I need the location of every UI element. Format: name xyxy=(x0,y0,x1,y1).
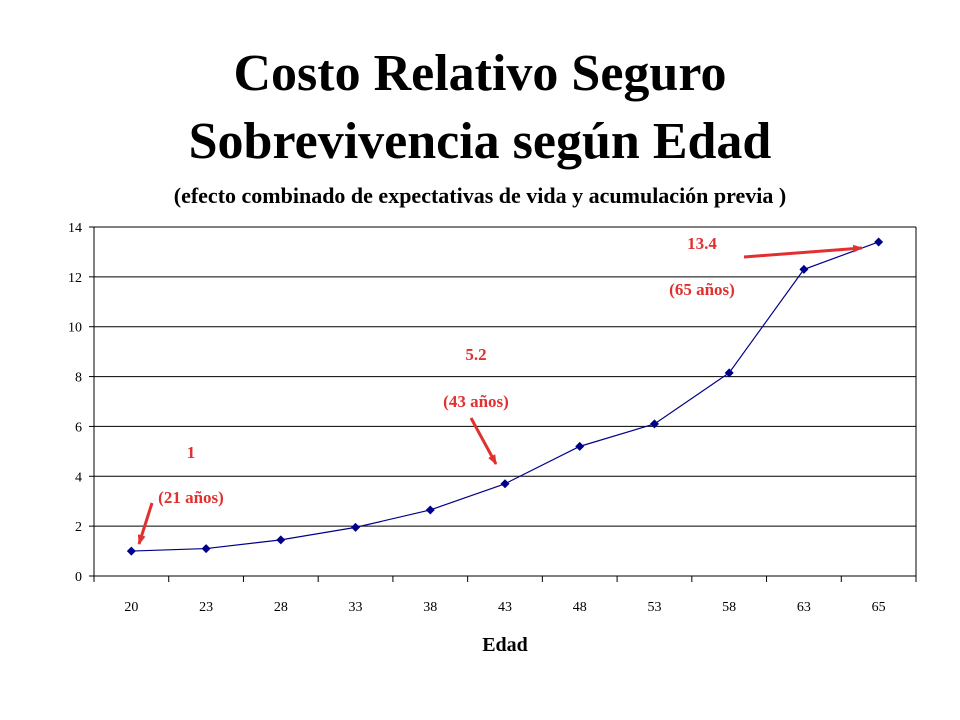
annotation-note-1: (43 años) xyxy=(443,392,509,411)
x-tick-label-28: 28 xyxy=(274,600,288,615)
y-tick-label-8: 8 xyxy=(75,371,82,386)
annotation-arrow-0 xyxy=(137,502,154,545)
annotation-note-0: (21 años) xyxy=(158,488,224,507)
y-tick-label-4: 4 xyxy=(75,470,82,485)
x-tick-label-43: 43 xyxy=(498,600,512,615)
x-tick-label-20: 20 xyxy=(124,600,138,615)
x-tick-label-65: 65 xyxy=(872,600,886,615)
data-point-43 xyxy=(500,479,510,489)
annotation-value-2: 13.4 xyxy=(687,234,717,253)
annotations: 1 (21 años) 5.2 (43 años) 13.4 (65 años) xyxy=(137,234,863,545)
x-tick-label-53: 53 xyxy=(647,600,661,615)
annotation-value-0: 1 xyxy=(187,443,196,462)
data-point-63 xyxy=(799,264,809,274)
data-point-53 xyxy=(649,419,659,429)
y-tick-label-2: 2 xyxy=(75,520,82,535)
y-tick-label-12: 12 xyxy=(68,271,82,286)
annotation-note-2: (65 años) xyxy=(669,280,735,299)
y-tick-label-14: 14 xyxy=(68,221,82,236)
chart-title-line2: Sobrevivencia según Edad xyxy=(188,113,772,170)
x-tick-label-38: 38 xyxy=(423,600,437,615)
chart-title-line1: Costo Relativo Seguro xyxy=(233,45,727,102)
data-point-23 xyxy=(201,544,211,554)
annotation-arrow-2 xyxy=(743,244,863,259)
annotation-value-1: 5.2 xyxy=(465,345,486,364)
x-tick-label-23: 23 xyxy=(199,600,213,615)
y-tick-label-0: 0 xyxy=(75,570,82,585)
annotation-arrow-1 xyxy=(469,417,498,465)
x-tick-label-33: 33 xyxy=(349,600,363,615)
data-point-28 xyxy=(276,535,286,545)
y-tick-label-10: 10 xyxy=(68,321,82,336)
data-point-48 xyxy=(575,441,585,451)
data-point-38 xyxy=(425,505,435,515)
series xyxy=(126,237,884,556)
chart-subtitle: (efecto combinado de expectativas de vid… xyxy=(173,183,787,208)
data-point-33 xyxy=(351,522,361,532)
data-point-65 xyxy=(874,237,884,247)
y-tick-label-6: 6 xyxy=(75,420,82,435)
data-point-58 xyxy=(724,368,734,378)
x-tick-label-63: 63 xyxy=(797,600,811,615)
data-point-20 xyxy=(126,546,136,556)
axes: 0 2 4 6 8 10 12 14 20 23 28 33 38 43 48 53 58 63 65 xyxy=(68,221,917,615)
x-tick-label-58: 58 xyxy=(722,600,736,615)
x-axis-label: Edad xyxy=(482,634,528,656)
x-tick-label-48: 48 xyxy=(573,600,587,615)
